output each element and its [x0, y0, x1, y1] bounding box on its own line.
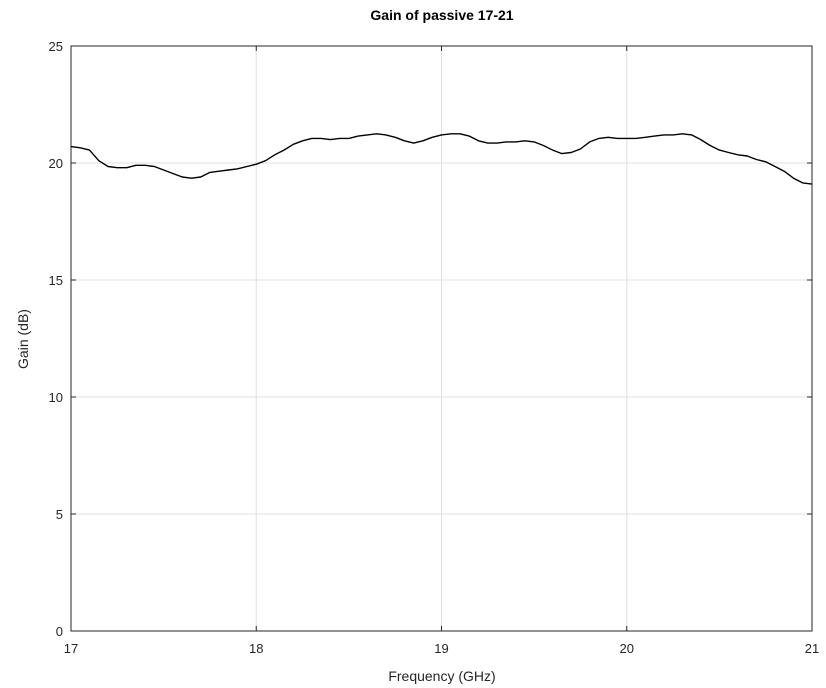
y-tick-label: 25 — [49, 39, 63, 54]
y-tick-label: 5 — [56, 507, 63, 522]
x-tick-label: 17 — [64, 641, 78, 656]
y-tick-label: 15 — [49, 273, 63, 288]
y-tick-label: 10 — [49, 390, 63, 405]
x-axis-label: Frequency (GHz) — [388, 668, 495, 684]
x-tick-label: 18 — [249, 641, 263, 656]
x-tick-label: 20 — [620, 641, 634, 656]
x-tick-label: 19 — [434, 641, 448, 656]
axis-ticks: 17 18 19 20 21 0 5 10 15 20 25 — [49, 39, 820, 656]
y-tick-label: 20 — [49, 156, 63, 171]
x-tick-label: 21 — [805, 641, 819, 656]
y-tick-label: 0 — [56, 624, 63, 639]
chart-title: Gain of passive 17-21 — [370, 7, 513, 23]
gain-series-line — [70, 133, 813, 185]
y-axis-label: Gain (dB) — [15, 309, 31, 369]
series-layer — [70, 133, 813, 185]
grid-lines — [70, 45, 813, 632]
